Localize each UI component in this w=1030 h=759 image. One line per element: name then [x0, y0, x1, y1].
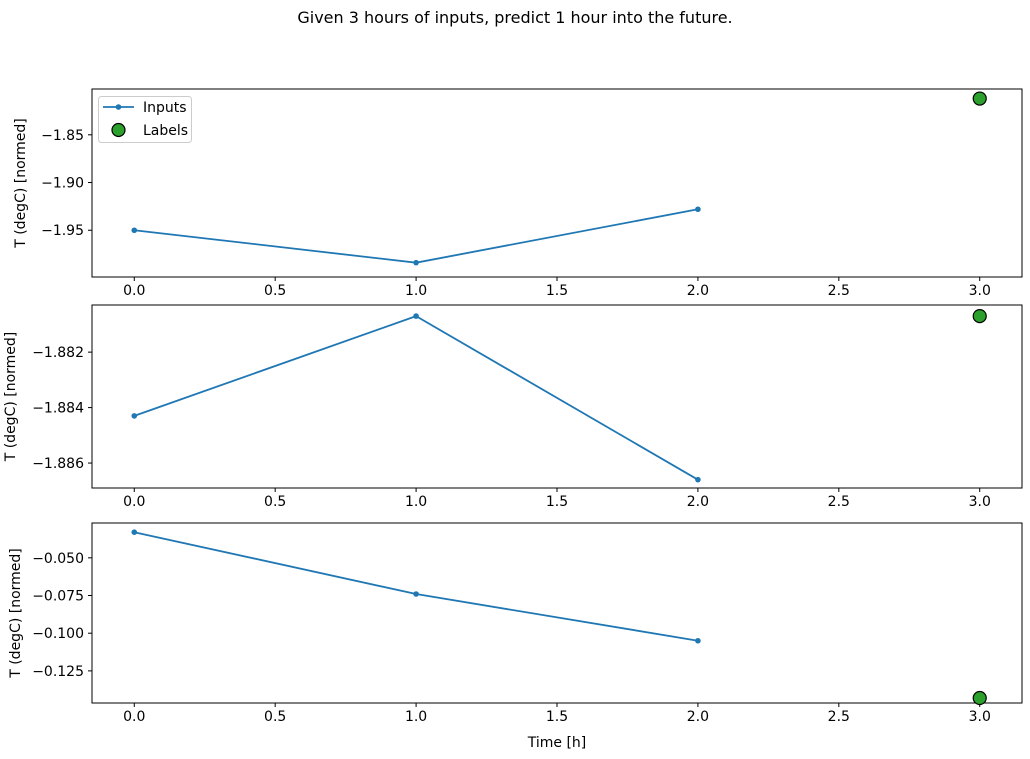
inputs-marker — [695, 637, 701, 644]
inputs-marker — [131, 529, 138, 535]
inputs-marker — [695, 206, 701, 213]
y-tick-label: −1.886 — [32, 456, 84, 472]
y-tick-label: −1.85 — [41, 128, 84, 144]
y-tick-label: −1.884 — [32, 401, 84, 417]
y-tick-label: −0.100 — [32, 626, 84, 642]
y-axis-label: T (degC) [normed] — [13, 118, 29, 249]
figure-title: Given 3 hours of inputs, predict 1 hour … — [297, 8, 733, 27]
axes-frame — [91, 88, 1023, 278]
x-tick-label: 1.0 — [405, 494, 427, 510]
subplot-1: 0.0 0.5 1.0 1.5 2.0 2.5 3.0 −1.85 −1.90 −1.95 T (d… — [13, 88, 1023, 299]
x-tick-label: 2.0 — [687, 283, 709, 299]
x-tick-label: 3.0 — [969, 283, 991, 299]
subplot-2: 0.0 0.5 1.0 1.5 2.0 2.5 3.0 −1.882 −1.884 −1.886 T… — [3, 304, 1023, 510]
inputs-marker — [413, 259, 419, 266]
x-tick-label: 1.5 — [546, 494, 568, 510]
inputs-line — [134, 531, 699, 642]
inputs-marker — [131, 413, 138, 419]
x-tick-label: 0.5 — [264, 709, 286, 725]
y-axis-label: T (degC) [normed] — [8, 548, 24, 679]
y-tick-label: −1.882 — [32, 345, 84, 361]
x-tick-label: 0.5 — [264, 283, 286, 299]
x-tick-label: 1.5 — [546, 283, 568, 299]
x-tick-label: 2.0 — [687, 494, 709, 510]
inputs-line — [134, 208, 699, 264]
x-tick-label: 2.0 — [687, 709, 709, 725]
x-tick-label: 1.0 — [405, 283, 427, 299]
y-tick-label: −0.075 — [32, 589, 84, 605]
inputs-marker — [695, 476, 701, 483]
x-tick-label: 0.0 — [123, 709, 145, 725]
legend-inputs-marker-sample — [115, 104, 122, 110]
axes-frame — [91, 522, 1023, 704]
x-tick-label: 3.0 — [969, 494, 991, 510]
x-tick-label: 0.5 — [264, 494, 286, 510]
y-tick-label: −1.95 — [41, 223, 84, 239]
x-axis-label: Time [h] — [527, 735, 587, 751]
x-tick-label: 1.5 — [546, 709, 568, 725]
inputs-line — [133, 315, 699, 481]
y-tick-label: −1.90 — [41, 176, 84, 192]
axes-frame — [91, 304, 1023, 489]
y-tick-label: −0.050 — [32, 551, 84, 567]
y-tick-label: −0.125 — [32, 664, 84, 680]
legend-labels-marker-sample — [111, 122, 126, 138]
legend-inputs-label: Inputs — [143, 100, 187, 116]
labels-marker — [972, 91, 987, 106]
labels-marker — [972, 690, 987, 706]
inputs-marker — [131, 227, 138, 234]
inputs-marker — [413, 591, 419, 597]
legend-labels-label: Labels — [143, 123, 188, 139]
legend: Inputs Labels — [98, 96, 192, 143]
subplot-3: 0.0 0.5 1.0 1.5 2.0 2.5 3.0 −0.050 −0.075 −0.100 −… — [8, 522, 1023, 751]
labels-marker — [972, 308, 987, 324]
x-tick-label: 2.5 — [828, 494, 850, 510]
inputs-marker — [413, 313, 419, 319]
x-tick-label: 0.0 — [123, 494, 145, 510]
x-tick-label: 2.5 — [828, 283, 850, 299]
x-tick-label: 0.0 — [123, 283, 145, 299]
x-tick-label: 3.0 — [969, 709, 991, 725]
x-tick-label: 2.5 — [828, 709, 850, 725]
y-axis-label: T (degC) [normed] — [3, 332, 19, 463]
x-tick-label: 1.0 — [405, 709, 427, 725]
